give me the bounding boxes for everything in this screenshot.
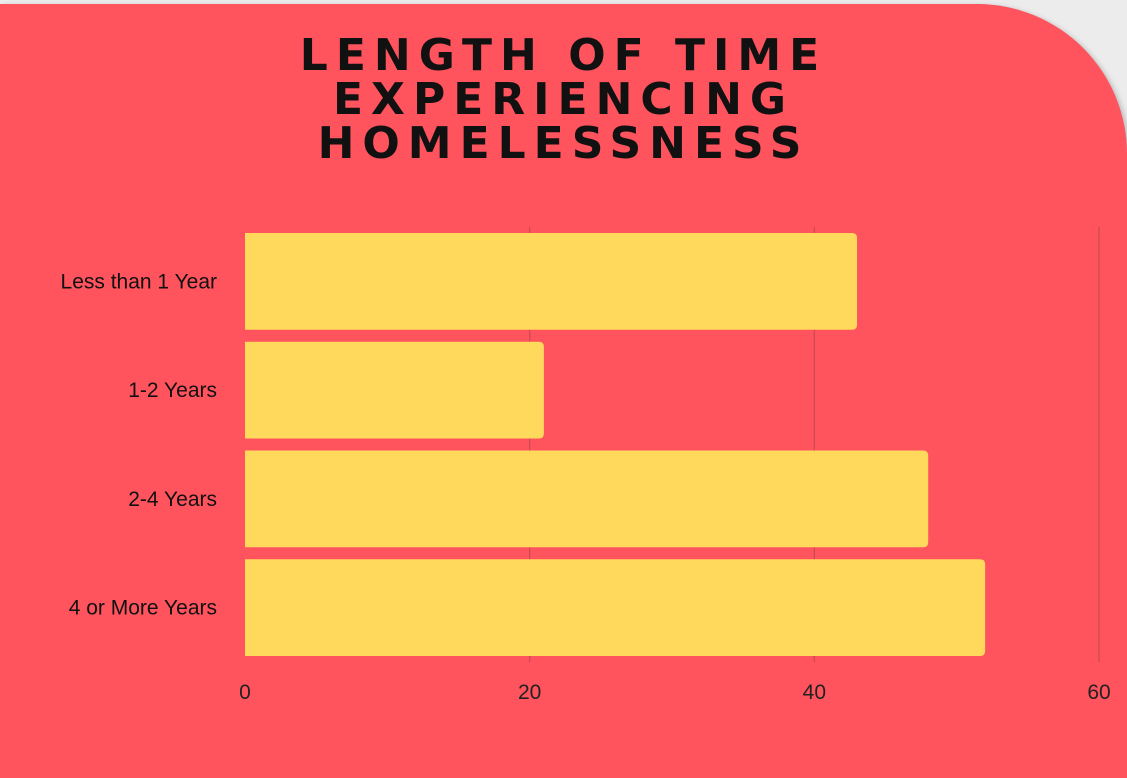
- x-tick-label: 0: [239, 681, 251, 704]
- category-labels: Less than 1 Year 1-2 Years 2-4 Years 4 or M…: [61, 270, 217, 619]
- x-tick-label: 20: [518, 681, 541, 704]
- bar: [245, 559, 986, 657]
- x-tick-label: 60: [1087, 681, 1110, 704]
- bars: [245, 232, 986, 657]
- chart-title-line-1: LENGTH OF TIME: [299, 30, 828, 81]
- category-label: 4 or More Years: [69, 597, 217, 620]
- x-axis-tick-labels: 0 20 40 60: [239, 681, 1111, 704]
- category-label: 1-2 Years: [128, 379, 217, 402]
- bar: [245, 341, 544, 439]
- category-label: Less than 1 Year: [61, 270, 217, 293]
- category-label: 2-4 Years: [128, 488, 217, 511]
- bar: [245, 232, 858, 330]
- bar: [245, 450, 929, 548]
- chart-title-line-2: EXPERIENCING: [332, 74, 795, 125]
- chart-title-line-3: HOMELESSNESS: [317, 118, 810, 169]
- chart-title: LENGTH OF TIME EXPERIENCING HOMELESSNESS: [0, 34, 1127, 166]
- x-tick-label: 40: [803, 681, 826, 704]
